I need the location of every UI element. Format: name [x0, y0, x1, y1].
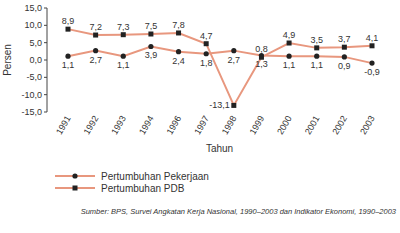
x-tick-label: 1999	[248, 114, 267, 136]
data-label: 7,2	[89, 22, 102, 32]
data-label: 8,9	[62, 16, 75, 26]
y-tick	[44, 60, 47, 61]
y-tick-label: 15,0	[24, 3, 42, 13]
y-tick	[44, 25, 47, 26]
series-marker	[314, 54, 319, 59]
x-tick-label: 1991	[54, 114, 73, 136]
chart: -15,0 -10,0 -5,0 0,0 5,0 10,0 15,0 Persen 1991 19…	[0, 0, 400, 233]
series-marker	[176, 49, 181, 54]
x-tick-label: 2002	[330, 114, 349, 136]
y-tick	[44, 112, 47, 113]
data-label: 3,9	[145, 50, 158, 60]
y-tick	[44, 94, 47, 95]
series-marker	[231, 48, 236, 53]
series-marker	[121, 32, 126, 37]
data-label: 2,7	[89, 55, 102, 65]
y-tick-label: -15,0	[21, 107, 42, 117]
series-marker	[148, 44, 153, 49]
series-line	[68, 46, 372, 63]
data-label: -0,9	[364, 67, 380, 77]
data-label: 4,9	[283, 30, 296, 40]
y-tick-label: -5,0	[26, 72, 42, 82]
series-marker	[314, 45, 319, 50]
data-label: 1,1	[283, 60, 296, 70]
series-marker	[204, 41, 209, 46]
legend-marker	[73, 186, 78, 191]
y-tick-label: 0,0	[29, 55, 42, 65]
data-label: 2,7	[228, 55, 241, 65]
data-label: 3,7	[338, 34, 351, 44]
series-marker	[93, 48, 98, 53]
x-tick-label: 1992	[82, 114, 101, 136]
y-tick	[44, 77, 47, 78]
data-label: 7,8	[172, 20, 185, 30]
data-label: 0,9	[338, 61, 351, 71]
data-label: -13,1	[209, 100, 230, 110]
y-tick	[44, 42, 47, 43]
series-marker	[287, 41, 292, 46]
x-tick-label: 2000	[275, 114, 294, 136]
y-tick-label: 5,0	[29, 38, 42, 48]
series-marker	[176, 30, 181, 35]
x-tick-label: 2003	[358, 114, 377, 136]
data-label: 1,1	[310, 60, 323, 70]
source-note: Sumber: BPS, Survei Angkatan Kerja Nasio…	[81, 207, 397, 216]
data-label: 4,1	[366, 33, 379, 43]
data-label: 3,5	[310, 35, 323, 45]
plot-area	[65, 27, 374, 108]
series-marker	[369, 61, 374, 66]
y-axis-label: Persen	[2, 44, 13, 76]
series-marker	[148, 32, 153, 37]
legend-label: Pertumbuhan Pekerjaan	[101, 171, 209, 182]
x-tick-label: 2001	[303, 114, 322, 136]
x-tick-label: 1993	[109, 114, 128, 136]
data-label: 0,8	[255, 44, 268, 54]
legend-label: Pertumbuhan PDB	[101, 183, 185, 194]
x-tick-label: 1997	[192, 114, 211, 136]
series-marker	[342, 45, 347, 50]
x-tick-label: 1998	[220, 114, 239, 136]
series-line	[68, 29, 372, 105]
series-marker	[342, 54, 347, 59]
data-label: 7,3	[117, 22, 130, 32]
series-marker	[231, 103, 236, 108]
series-marker	[121, 54, 126, 59]
series-marker	[370, 43, 375, 48]
legend-marker	[72, 173, 77, 178]
series-marker	[286, 54, 291, 59]
data-label: 1,8	[200, 58, 213, 68]
data-label: 1,3	[255, 59, 268, 69]
data-label: 2,4	[172, 56, 185, 66]
x-tick-label: 1994	[137, 114, 156, 136]
series-marker	[65, 54, 70, 59]
y-tick-label: 10,0	[24, 20, 42, 30]
x-tick-label: 1996	[165, 114, 184, 136]
y-tick	[44, 8, 47, 9]
data-label: 4,7	[200, 31, 213, 41]
data-label: 7,5	[145, 21, 158, 31]
series-marker	[66, 27, 71, 32]
data-label: 1,1	[62, 60, 75, 70]
series-marker	[93, 33, 98, 38]
data-label: 1,1	[117, 60, 130, 70]
x-axis-label: Tahun	[206, 143, 233, 154]
y-tick-label: -10,0	[21, 90, 42, 100]
series-marker	[204, 51, 209, 56]
